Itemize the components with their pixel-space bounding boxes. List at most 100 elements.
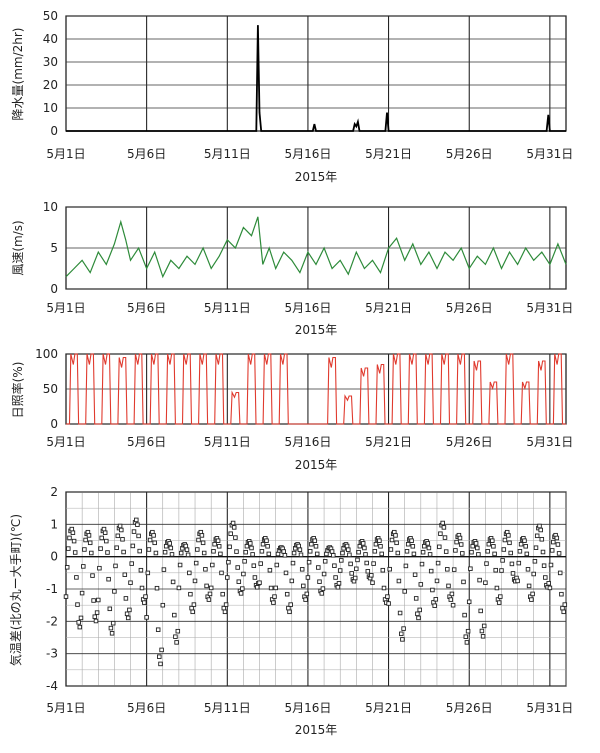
temperature-diff-point (250, 552, 255, 557)
temperature-diff-point (329, 549, 335, 554)
temperature-diff-point (549, 548, 555, 553)
temperature-diff-point (473, 541, 479, 546)
temperature-diff-point (399, 631, 404, 637)
temperature-diff-point (184, 547, 190, 552)
temperature-diff-point (532, 559, 538, 564)
temperature-diff-point (378, 544, 383, 549)
temperature-diff-point (76, 620, 81, 625)
grid (65, 206, 566, 290)
temperature-diff-point (395, 550, 401, 556)
temperature-diff-point (82, 547, 87, 552)
temperature-diff-point (324, 551, 329, 557)
x-axis-title: 2015年 (295, 723, 338, 737)
temperature-diff-point (486, 541, 492, 547)
temperature-diff-point (561, 609, 566, 615)
x-tick-label: 5月26日 (446, 435, 493, 449)
temperature-diff-point (101, 526, 107, 532)
temperature-diff-point (335, 585, 341, 590)
temperature-diff-point (410, 544, 416, 549)
temperature-diff-point (386, 601, 391, 606)
temperature-diff-point (139, 585, 145, 591)
temperature-diff-point (192, 578, 198, 584)
y-tick-label: 0 (50, 550, 58, 564)
temperature-diff-point (337, 568, 343, 573)
y-axis-title: 日照率(%) (10, 362, 25, 419)
temperature-diff-point (433, 597, 439, 602)
temperature-diff-point (369, 573, 374, 578)
temperature-diff-point (562, 602, 568, 607)
temperature-diff-point (242, 559, 247, 564)
temperature-diff-point (299, 567, 305, 572)
temperature-diff-point (168, 545, 174, 551)
temperature-diff-point (475, 545, 480, 551)
temperature-diff-point (225, 575, 230, 580)
temperature-diff-point (196, 537, 201, 543)
y-tick-label: 0 (50, 282, 58, 296)
temperature-diff-point (137, 548, 142, 554)
precipitation-line (66, 25, 566, 132)
temperature-diff-point (257, 580, 262, 585)
temperature-diff-point (272, 594, 277, 599)
temperature-diff-point (393, 533, 398, 538)
temperature-diff-point (419, 561, 425, 567)
temperature-diff-point (420, 549, 426, 555)
temperature-diff-point (469, 549, 474, 555)
temperature-diff-point (233, 535, 238, 540)
x-tick-label: 5月1日 (46, 701, 85, 715)
temperature-diff-point (336, 581, 342, 586)
temperature-diff-point (453, 548, 458, 553)
temperature-diff-point (234, 549, 239, 554)
temperature-diff-point (539, 537, 545, 542)
temperature-diff-point (541, 563, 547, 568)
temperature-diff-point (131, 529, 137, 534)
temperature-diff-point (155, 627, 161, 632)
temperature-diff-point (81, 564, 86, 569)
temperature-diff-point (477, 577, 482, 583)
temperature-diff-point (492, 551, 497, 557)
temperature-diff-point (71, 538, 77, 544)
temperature-diff-point (360, 541, 366, 546)
grid (65, 491, 567, 687)
temperature-diff-point (415, 611, 420, 617)
sunshine-line (66, 353, 566, 425)
temperature-diff-point (306, 559, 312, 565)
temperature-diff-point (481, 623, 487, 629)
plot-frame (65, 15, 567, 132)
temperature-diff-point (427, 552, 433, 557)
temperature-diff-point (441, 525, 447, 530)
y-tick-label: 30 (43, 55, 58, 69)
temperature-diff-point (183, 543, 189, 549)
temperature-diff-point (63, 594, 69, 599)
temperature-diff-point (77, 624, 83, 630)
temperature-diff-point (554, 535, 560, 541)
temperature-diff-point (193, 560, 199, 566)
temperature-diff-point (282, 553, 288, 558)
temperature-diff-point (356, 549, 361, 555)
temperature-diff-point (388, 547, 394, 552)
temperature-diff-point (397, 610, 403, 616)
x-tick-label: 5月1日 (46, 301, 85, 315)
x-tick-label: 5月21日 (365, 701, 412, 715)
x-tick-label: 5月6日 (127, 147, 166, 161)
temperature-diff-point (122, 572, 128, 577)
temperature-diff-point (394, 540, 399, 546)
temperature-diff-point (509, 561, 515, 567)
temperature-diff-point (438, 531, 443, 536)
x-tick-label: 5月21日 (365, 301, 412, 315)
temperature-diff-point (236, 579, 242, 584)
temperature-diff-point (99, 535, 104, 541)
temperature-diff-point (313, 544, 319, 549)
temperature-diff-point (379, 551, 384, 557)
temperature-diff-point (112, 589, 117, 594)
temperature-diff-point (240, 586, 245, 591)
temperature-diff-point (314, 551, 320, 557)
temperature-diff-point (515, 578, 520, 584)
temperature-diff-point (92, 614, 98, 619)
temperature-diff-point (153, 550, 159, 556)
y-tick-label: 50 (43, 9, 58, 23)
series-layer (65, 216, 567, 279)
wind-speed-panel: 0 5 10 5月1日 5月6日 5月11日 5月16日 5月21日 5月26日 5月31日 風… (11, 200, 573, 337)
temperature-diff-point (291, 550, 297, 556)
temperature-diff-point (498, 594, 503, 599)
temperature-diff-point (146, 547, 152, 552)
